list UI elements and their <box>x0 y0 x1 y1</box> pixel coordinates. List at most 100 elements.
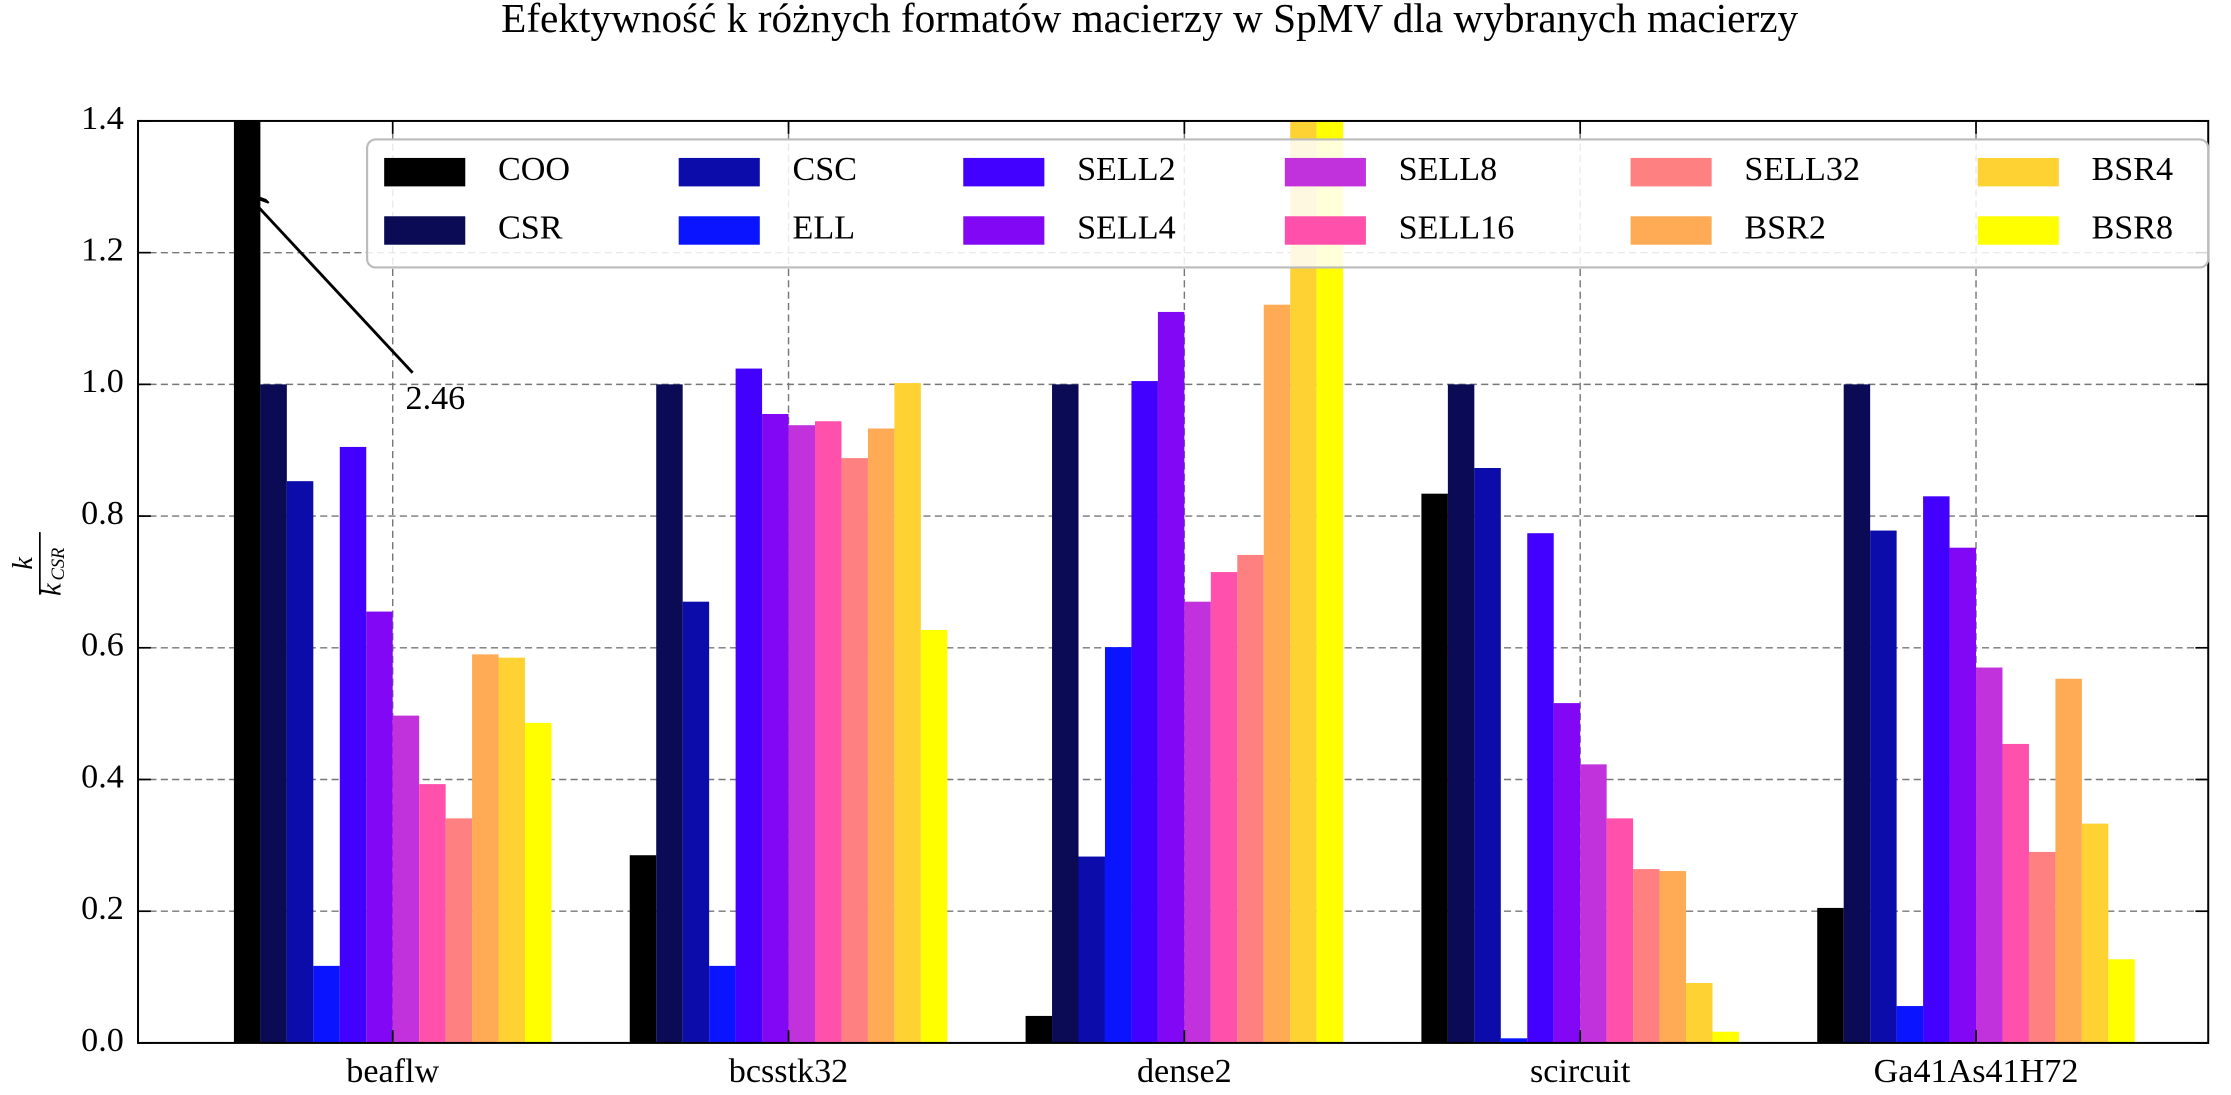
bar <box>2002 743 2029 1043</box>
bar <box>709 965 736 1043</box>
bar <box>1025 1015 1053 1043</box>
bar <box>682 601 710 1043</box>
bar <box>286 481 314 1043</box>
bar <box>1290 120 1317 1043</box>
y-tick-label: 1.0 <box>81 363 124 400</box>
bar <box>1843 384 1871 1043</box>
y-tick-label: 1.2 <box>81 231 124 268</box>
bar <box>2028 851 2056 1043</box>
bar <box>1210 572 1238 1043</box>
bar <box>629 855 657 1043</box>
bar <box>392 715 420 1043</box>
bar <box>1580 764 1607 1043</box>
legend-swatch <box>1630 157 1712 187</box>
bar <box>1078 856 1105 1043</box>
legend-swatch <box>1284 157 1366 187</box>
bar <box>920 630 948 1043</box>
legend: COO CSR CSC ELL SELL2 SELL4 SELL8 SELL16 SELL32 B… <box>366 138 2210 269</box>
y-label-subscript: CSR <box>48 548 68 581</box>
chart-title: Efektywność k różnych formatów macierzy … <box>501 0 1798 41</box>
bar <box>1712 1031 1739 1043</box>
bar <box>1527 533 1554 1043</box>
bar <box>1976 667 2003 1043</box>
bar <box>339 446 367 1043</box>
bar <box>1131 381 1158 1043</box>
legend-swatch <box>1284 216 1366 245</box>
x-tick-label: beaflw <box>346 1053 439 1090</box>
bar <box>1500 1038 1528 1043</box>
bar <box>1659 871 1687 1043</box>
legend-label: SELL16 <box>1399 209 1515 246</box>
bar <box>445 818 473 1043</box>
bar <box>867 428 895 1043</box>
legend-swatch <box>384 216 466 245</box>
legend-box <box>366 138 2210 269</box>
legend-swatch <box>678 216 760 245</box>
legend-label: ELL <box>793 209 856 246</box>
bar <box>472 654 499 1043</box>
legend-label: CSR <box>498 209 563 246</box>
bar <box>525 722 552 1043</box>
legend-swatch <box>1630 216 1712 245</box>
legend-label: BSR8 <box>2092 209 2174 246</box>
annotation-arrow <box>247 195 414 374</box>
legend-label: CSC <box>793 151 858 188</box>
bar <box>1474 468 1501 1043</box>
y-label-denominator: k <box>37 582 68 596</box>
bar <box>1184 601 1211 1043</box>
bar <box>260 384 287 1043</box>
bar <box>1553 703 1581 1043</box>
bar <box>656 384 683 1043</box>
legend-swatch <box>678 157 760 187</box>
bar <box>1949 547 1977 1043</box>
bar <box>366 611 393 1043</box>
bars <box>233 120 2135 1043</box>
bar <box>894 383 921 1043</box>
bar <box>419 784 446 1043</box>
bar <box>313 965 340 1043</box>
bar <box>1870 530 1897 1043</box>
bar <box>815 421 842 1043</box>
bar <box>735 368 763 1043</box>
bar <box>1316 120 1344 1043</box>
legend-label: SELL8 <box>1399 151 1498 188</box>
plot-frame <box>137 119 2210 1044</box>
legend-label: SELL4 <box>1077 209 1176 246</box>
legend-label: SELL32 <box>1744 151 1860 188</box>
y-label: k k CSR <box>8 532 68 596</box>
bar <box>1896 1006 1924 1043</box>
bar <box>2108 959 2135 1043</box>
y-tick-label: 0.6 <box>81 627 124 664</box>
legend-label: BSR2 <box>1744 209 1826 246</box>
legend-swatch <box>963 157 1045 187</box>
x-tick-label: dense2 <box>1137 1053 1232 1090</box>
bar <box>1447 384 1475 1043</box>
y-tick-label: 1.4 <box>81 100 124 137</box>
bar <box>1686 982 1713 1043</box>
bar <box>1421 493 1448 1043</box>
bar <box>1817 907 1844 1043</box>
legend-swatch <box>384 157 466 187</box>
bar <box>1606 818 1634 1043</box>
x-tick-label: bcsstk32 <box>729 1053 848 1090</box>
legend-swatch <box>1977 157 2059 187</box>
bar <box>1633 869 1660 1043</box>
y-tick-label: 0.8 <box>81 495 124 532</box>
bar <box>2055 678 2082 1043</box>
x-tick-label: Ga41As41H72 <box>1874 1053 2079 1090</box>
annotation-label: 2.46 <box>406 380 466 417</box>
bar <box>788 425 816 1043</box>
bar <box>1263 304 1291 1043</box>
bar <box>1237 554 1264 1043</box>
x-tick-label: scircuit <box>1530 1053 1631 1090</box>
legend-swatch <box>963 216 1045 245</box>
legend-label: SELL2 <box>1077 151 1176 188</box>
bar <box>1052 384 1079 1043</box>
y-label-numerator: k <box>8 556 39 570</box>
axes: 0.0 0.2 0.4 0.6 0.8 1.0 1.2 1.4 beaflw bcsstk32 de… <box>81 100 2210 1090</box>
legend-swatch <box>1977 216 2059 245</box>
bar <box>498 657 526 1043</box>
bar <box>1923 496 1950 1043</box>
bar <box>841 458 868 1043</box>
y-tick-label: 0.2 <box>81 890 124 927</box>
